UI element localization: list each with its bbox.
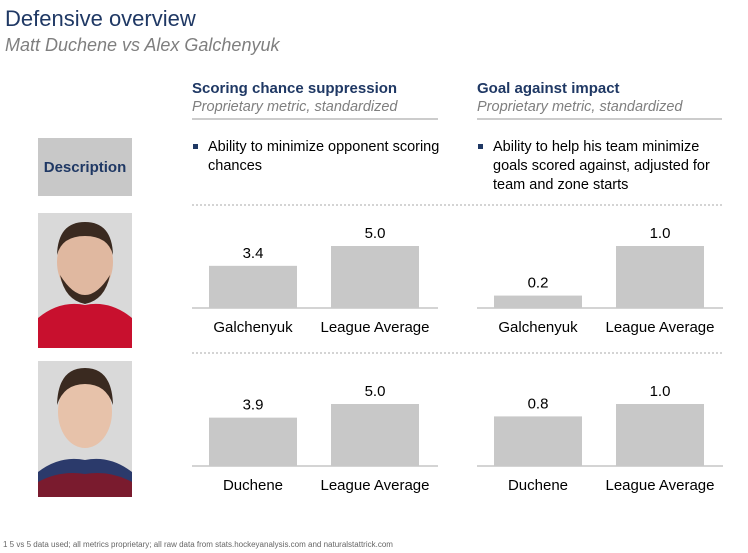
value-label: 0.8 — [528, 395, 549, 412]
bar — [331, 404, 419, 466]
bar — [331, 246, 419, 308]
category-label: Galchenyuk — [213, 319, 293, 336]
player-photo — [38, 361, 132, 497]
column-subtitle: Proprietary metric, standardized — [192, 99, 398, 115]
column-title: Goal against impact — [477, 80, 620, 97]
bar — [494, 295, 582, 308]
category-label: League Average — [606, 319, 715, 336]
category-label: Duchene — [508, 477, 568, 494]
value-label: 5.0 — [365, 225, 386, 242]
category-label: Duchene — [223, 477, 283, 494]
column-description: Ability to help his team minimize goals … — [477, 138, 728, 195]
row-label: Description — [38, 138, 132, 196]
bar — [494, 416, 582, 466]
bar — [209, 417, 297, 466]
value-label: 1.0 — [650, 383, 671, 400]
column-description: Ability to minimize opponent scoring cha… — [192, 138, 443, 176]
footnote: 1 5 vs 5 data used; all metrics propriet… — [3, 540, 393, 549]
value-label: 3.4 — [243, 245, 264, 262]
player-photo — [38, 213, 132, 348]
category-label: League Average — [321, 319, 430, 336]
category-label: League Average — [606, 477, 715, 494]
value-label: 3.9 — [243, 397, 264, 414]
column-subtitle: Proprietary metric, standardized — [477, 99, 683, 115]
bar — [209, 265, 297, 308]
value-label: 5.0 — [365, 383, 386, 400]
value-label: 0.2 — [528, 275, 549, 292]
bar — [616, 404, 704, 466]
value-label: 1.0 — [650, 225, 671, 242]
title: Defensive overview — [5, 6, 196, 31]
category-label: League Average — [321, 477, 430, 494]
category-label: Galchenyuk — [498, 319, 578, 336]
subtitle: Matt Duchene vs Alex Galchenyuk — [5, 35, 280, 55]
column-title: Scoring chance suppression — [192, 80, 398, 97]
bar — [616, 246, 704, 308]
